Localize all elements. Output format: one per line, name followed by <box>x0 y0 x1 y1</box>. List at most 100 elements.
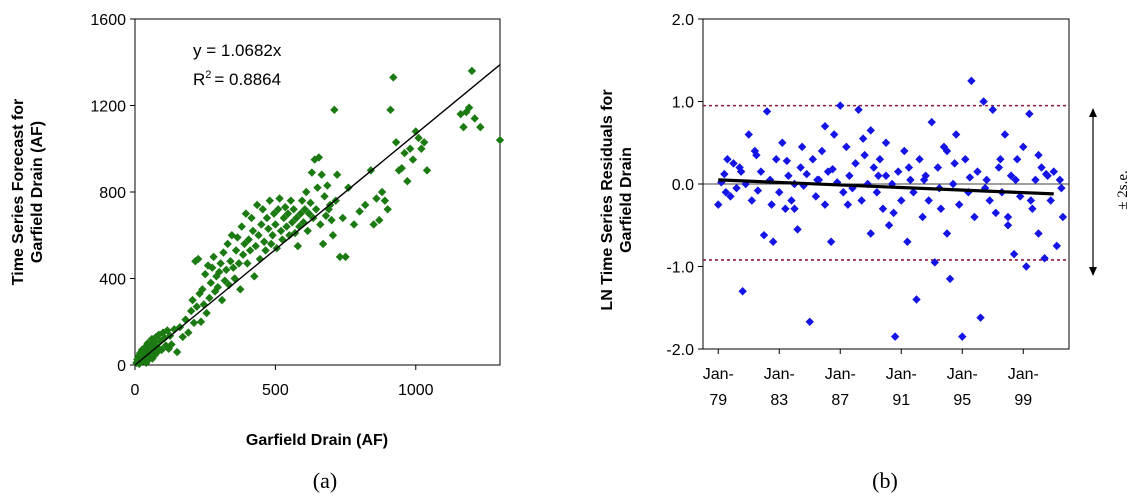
chart-a-r2-value: = 0.8864 <box>214 70 281 89</box>
chart-a-x-tick-label: 500 <box>262 382 289 399</box>
chart-a-data-point <box>400 148 409 158</box>
chart-b-data-point <box>858 134 868 143</box>
chart-b-data-point <box>991 208 1000 218</box>
chart-a-data-point <box>248 226 258 236</box>
chart-a-data-point <box>349 220 359 229</box>
chart-a-data-point <box>332 170 342 179</box>
chart-b-data-point <box>857 196 866 205</box>
chart-a-data-point <box>236 285 245 294</box>
chart-a: 0 400 800 1200 1600 0 500 1000 y = 1.0682x R2 =… <box>10 12 505 493</box>
chart-a-data-point <box>273 205 283 214</box>
chart-b-data-point <box>1025 109 1034 119</box>
chart-b-data-point <box>1052 241 1061 251</box>
chart-b-data-point <box>805 317 814 326</box>
chart-b-data-point <box>753 186 763 195</box>
chart-a-data-point <box>250 272 259 281</box>
chart-a-data-point <box>391 138 401 147</box>
chart-a-data-point <box>286 196 296 205</box>
chart-b-data-point <box>1011 175 1020 185</box>
chart-a-data-point <box>495 135 505 145</box>
chart-b-data-point <box>823 167 833 176</box>
chart-b-data-point <box>790 204 799 213</box>
chart-a-data-point <box>419 138 429 147</box>
chart-b-y-label-line1: LN Time Series Residuals for <box>599 89 616 310</box>
chart-b-data-point <box>782 156 792 166</box>
chart-a-data-point <box>283 209 293 218</box>
chart-a-data-point <box>200 269 210 279</box>
chart-a-data-point <box>292 213 301 223</box>
chart-b-data-point <box>714 200 723 209</box>
chart-b-data-point <box>951 130 961 139</box>
chart-a-r2: R2 = 0.8864 <box>193 69 281 89</box>
chart-a-data-point <box>307 168 317 177</box>
chart-a-data-point <box>462 107 471 117</box>
chart-a-data-point <box>303 226 312 236</box>
chart-b-x-tick-label-bottom: 79 <box>709 392 727 409</box>
chart-b-x-tick-label-bottom: 99 <box>1014 392 1032 409</box>
chart-a-data-point <box>338 213 347 223</box>
chart-b-data-point <box>1003 212 1013 222</box>
chart-a-data-point <box>389 73 398 82</box>
chart-a-data-point <box>238 250 248 259</box>
chart-a-equation: y = 1.0682x <box>193 41 282 60</box>
chart-b-y-tick-label: -2.0 <box>666 342 694 359</box>
chart-a-data-point <box>227 231 237 240</box>
chart-a-data-point <box>244 235 253 244</box>
chart-a-data-point <box>282 222 291 231</box>
chart-a-y-tick-label: 1600 <box>90 12 126 29</box>
chart-a-data-point <box>397 164 406 173</box>
chart-b-data-point <box>881 138 891 147</box>
chart-a-x-ticks: 0 500 1000 <box>131 365 434 399</box>
chart-a-y-label-line2: Garfield Drain (AF) <box>29 121 46 263</box>
chart-b-data-point <box>817 146 827 156</box>
chart-a-data-point <box>167 340 176 349</box>
chart-b-data-point <box>787 196 796 205</box>
chart-a-data-point <box>459 122 468 132</box>
chart-b-x-tick-label-bottom: 91 <box>892 392 910 409</box>
chart-b-data-point <box>854 105 863 114</box>
chart-b-data-point <box>717 178 726 187</box>
chart-b-data-point <box>964 188 973 197</box>
chart-a-data-point <box>261 246 270 255</box>
chart-a-y-ticks: 0 400 800 1200 1600 <box>90 12 135 375</box>
chart-b-data-point <box>988 105 997 114</box>
chart-b-data-point <box>970 212 979 222</box>
chart-a-data-point <box>285 231 294 240</box>
chart-a-data-point <box>405 144 415 153</box>
chart-b-data-point <box>767 200 776 209</box>
chart-b-data-point <box>866 126 875 135</box>
chart-b-data-point <box>828 164 837 174</box>
chart-b-y-label-line2: Garfield Drain <box>618 147 635 253</box>
chart-b-y-tick-label: -1.0 <box>666 260 694 277</box>
chart-b-data-point <box>897 196 906 205</box>
chart-a-points <box>132 66 505 369</box>
chart-a-data-point <box>240 239 249 249</box>
chart-b-data-point <box>936 204 946 213</box>
chart-a-data-point <box>297 196 307 205</box>
chart-a-data-point <box>408 155 418 164</box>
chart-b-data-point <box>778 138 787 147</box>
chart-a-data-point <box>383 205 392 214</box>
chart-b-x-tick-label-top: Jan- <box>947 366 978 383</box>
chart-a-data-point <box>251 241 260 251</box>
chart-a-data-point <box>252 200 262 210</box>
chart-b-data-point <box>973 167 982 176</box>
chart-a-data-point <box>186 306 196 316</box>
chart-a-data-point <box>203 261 213 270</box>
chart-b-data-point <box>1003 221 1013 230</box>
chart-b-data-point <box>811 192 821 201</box>
chart-a-data-point <box>268 231 277 240</box>
chart-b-data-point <box>732 183 741 193</box>
chart-b-data-point <box>875 155 885 164</box>
chart-b-data-point <box>1006 171 1016 180</box>
chart-a-data-point <box>279 213 289 223</box>
chart-b-data-point <box>1019 142 1028 152</box>
chart-a-data-point <box>403 176 412 186</box>
chart-a-data-point <box>327 215 336 225</box>
chart-a-data-point <box>133 355 142 364</box>
chart-a-data-point <box>223 239 232 249</box>
chart-a-data-point <box>417 144 426 153</box>
chart-b-x-tick-label-bottom: 95 <box>953 392 971 409</box>
chart-b-data-point <box>759 230 769 240</box>
